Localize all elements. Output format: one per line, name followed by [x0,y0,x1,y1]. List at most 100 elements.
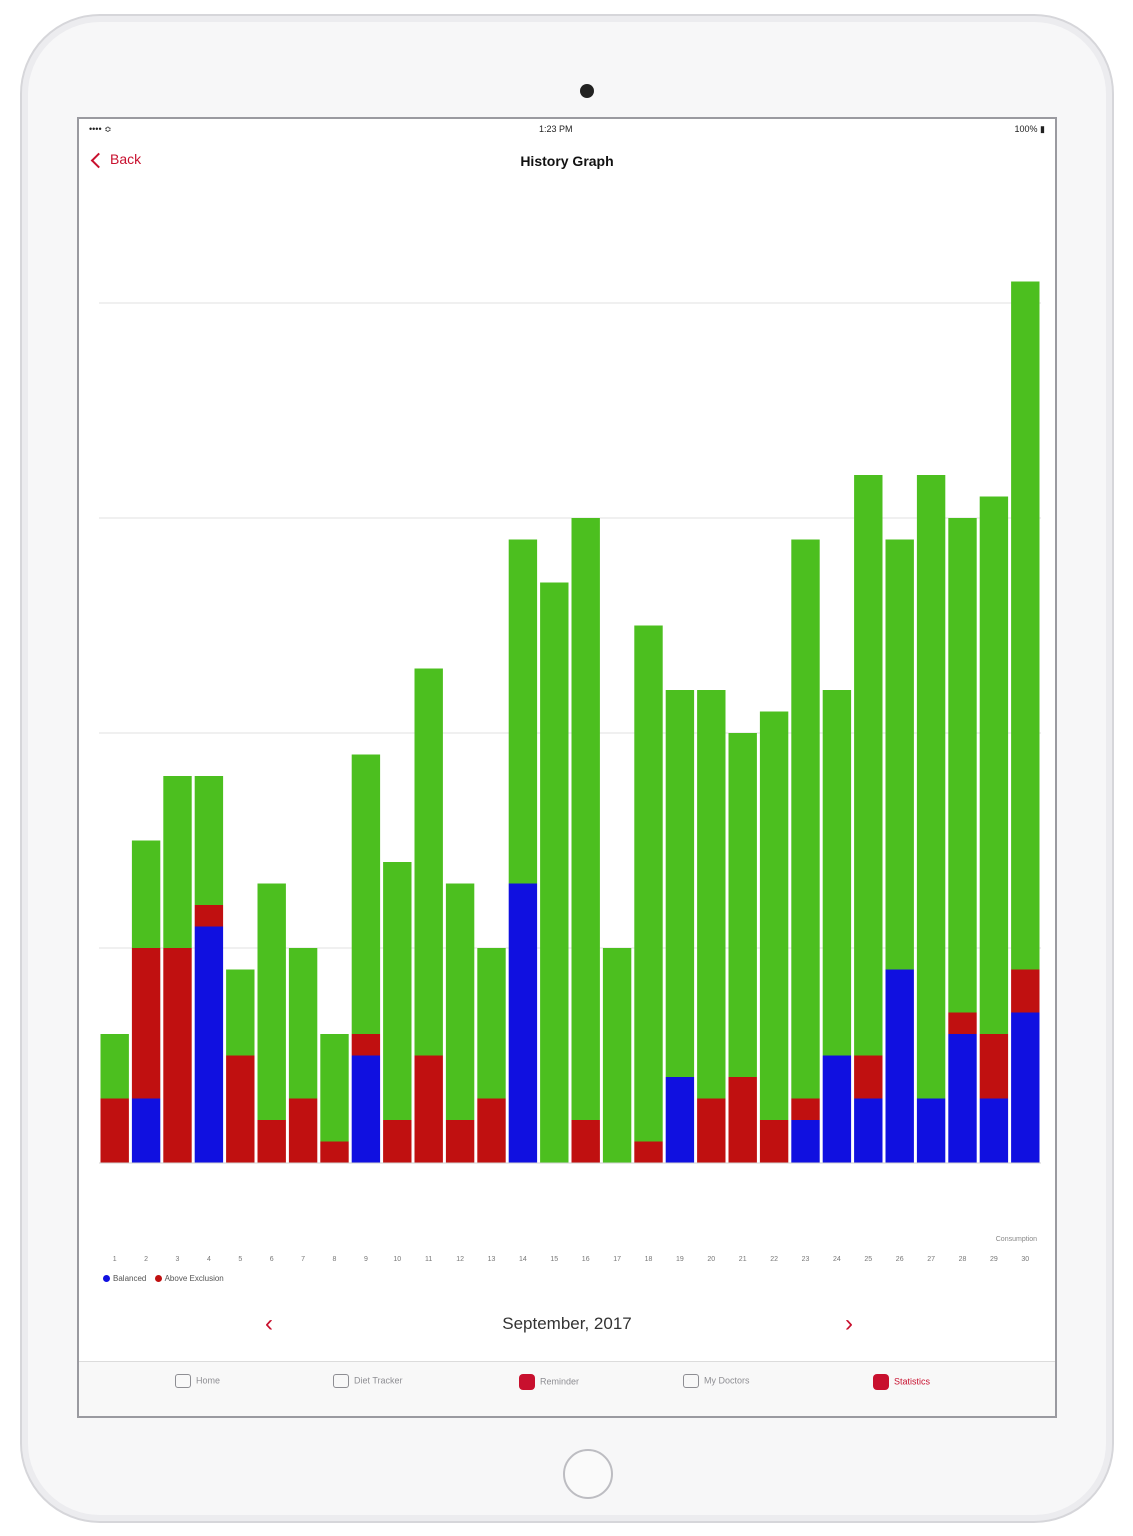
tab-reminder[interactable]: Reminder [519,1374,579,1390]
x-tick-label: 4 [207,1256,211,1263]
battery-indicator: 100% ▮ [1014,124,1045,134]
bar-segment-series-3-day-8 [320,1034,349,1142]
home-button[interactable] [563,1449,613,1499]
chart-corner-note: Consumption [996,1236,1037,1243]
tab-statistics[interactable]: Statistics [873,1374,930,1390]
x-tick-label: 23 [802,1256,810,1263]
reminder-icon [519,1374,535,1390]
bar-segment-series-3-day-15 [540,582,569,1163]
bar-segment-balanced-day-9 [351,1055,381,1163]
x-tick-label: 6 [270,1256,274,1263]
x-tick-label: 7 [301,1256,305,1263]
camera [580,84,594,98]
statistics-icon [873,1374,889,1390]
bar-segment-above-exclusion-day-4 [194,905,224,927]
bar-segment-series-3-day-27 [916,475,946,1099]
navigation-bar: Back History Graph [79,139,1055,183]
bar-segment-above-exclusion-day-25 [854,1055,883,1099]
bar-segment-series-3-day-17 [602,948,632,1163]
bar-segment-series-3-day-6 [257,883,286,1120]
bar-segment-above-exclusion-day-16 [571,1120,600,1163]
bar-segment-series-3-day-10 [383,862,412,1120]
bar-segment-series-3-day-28 [948,518,977,1013]
bar-segment-above-exclusion-day-7 [288,1098,318,1163]
legend-swatch [154,1275,162,1283]
bar-segment-series-3-day-5 [226,969,255,1056]
bar-segment-series-3-day-16 [571,518,600,1120]
tab-label: Reminder [540,1376,580,1387]
bar-segment-series-3-day-9 [351,754,381,1034]
bar-segment-above-exclusion-day-20 [697,1098,726,1163]
bar-segment-series-3-day-26 [885,539,914,970]
x-tick-label: 19 [676,1256,684,1263]
bar-segment-above-exclusion-day-29 [979,1034,1009,1099]
bar-segment-balanced-day-30 [1011,1012,1040,1163]
tab-label: Home [196,1375,221,1386]
status-time: 1:23 PM [539,124,573,134]
legend-item-above-exclusion: Above Exclusion [154,1274,224,1283]
bar-segment-above-exclusion-day-22 [759,1120,789,1163]
bar-segment-series-3-day-25 [854,475,883,1056]
bar-segment-balanced-day-25 [854,1098,883,1163]
bar-segment-balanced-day-4 [194,926,224,1163]
x-tick-label: 12 [456,1256,464,1263]
bar-segment-above-exclusion-day-10 [383,1120,412,1163]
x-tick-label: 30 [1021,1256,1029,1263]
tab-diet-tracker[interactable]: Diet Tracker [333,1374,403,1388]
bar-segment-above-exclusion-day-9 [351,1034,381,1056]
x-tick-label: 27 [927,1256,935,1263]
x-tick-label: 18 [645,1256,653,1263]
bar-segment-series-3-day-29 [979,496,1009,1034]
x-tick-label: 24 [833,1256,841,1263]
next-month-button[interactable]: › [845,1310,853,1337]
x-tick-label: 8 [333,1256,337,1263]
x-tick-label: 16 [582,1256,590,1263]
bar-segment-series-3-day-21 [728,733,757,1077]
bar-segment-series-3-day-1 [100,1034,129,1099]
bar-segment-series-3-day-2 [131,840,161,948]
bar-segment-series-3-day-24 [822,690,852,1056]
bar-segment-above-exclusion-day-30 [1011,969,1040,1013]
previous-month-button[interactable]: ‹ [265,1310,273,1337]
x-tick-label: 14 [519,1256,527,1263]
bar-segment-above-exclusion-day-13 [477,1098,506,1163]
x-tick-label: 1 [113,1256,117,1263]
bar-segment-balanced-day-29 [979,1098,1009,1163]
bar-segment-above-exclusion-day-23 [791,1098,820,1120]
bar-segment-above-exclusion-day-21 [728,1077,757,1163]
bar-segment-series-3-day-7 [288,948,318,1099]
tab-label: My Doctors [704,1375,750,1386]
bar-segment-balanced-day-2 [131,1098,161,1163]
bar-segment-above-exclusion-day-18 [634,1141,663,1163]
bar-segment-series-3-day-4 [194,776,224,905]
x-tick-label: 22 [770,1256,778,1263]
bar-segment-balanced-day-24 [822,1055,852,1163]
bar-segment-balanced-day-26 [885,969,914,1163]
bar-segment-above-exclusion-day-28 [948,1012,977,1034]
bar-segment-series-3-day-30 [1011,281,1040,970]
back-label: Back [110,151,142,167]
doctors-icon [683,1374,699,1388]
bar-segment-series-3-day-22 [759,711,789,1120]
bar-segment-balanced-day-23 [791,1120,820,1163]
page-title: History Graph [520,153,614,169]
bar-segment-above-exclusion-day-2 [131,948,161,1099]
x-tick-label: 20 [707,1256,715,1263]
status-bar: •••• ≎ 1:23 PM 100% ▮ [79,119,1055,139]
back-button[interactable]: Back [90,151,142,169]
bar-segment-above-exclusion-day-3 [163,948,192,1163]
x-tick-label: 2 [144,1256,148,1263]
carrier-signal: •••• ≎ [89,124,112,134]
tab-label: Diet Tracker [354,1375,403,1386]
x-tick-label: 28 [959,1256,967,1263]
bar-segment-above-exclusion-day-1 [100,1098,129,1163]
bar-segment-above-exclusion-day-11 [414,1055,443,1163]
x-tick-label: 3 [176,1256,180,1263]
tab-my-doctors[interactable]: My Doctors [683,1374,750,1388]
x-tick-label: 25 [864,1256,872,1263]
legend-label: Balanced [113,1274,147,1283]
tab-home[interactable]: Home [175,1374,220,1388]
x-tick-label: 17 [613,1256,621,1263]
month-pager: ‹ September, 2017 › [79,1304,1055,1344]
bar-segment-series-3-day-19 [665,690,695,1077]
